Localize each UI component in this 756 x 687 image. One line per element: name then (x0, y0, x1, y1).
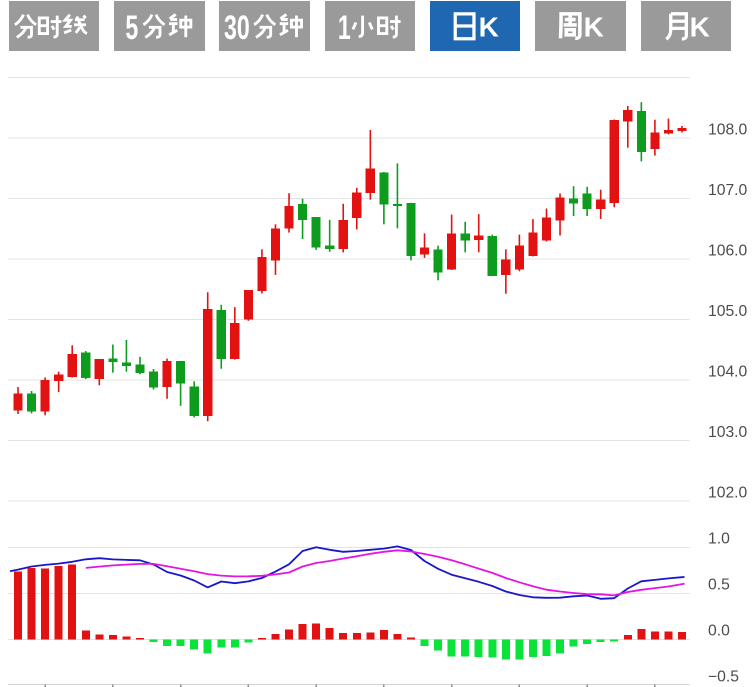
svg-text:30: 30 (224, 10, 250, 47)
svg-text:102.0: 102.0 (708, 484, 748, 501)
svg-text:105.0: 105.0 (708, 303, 748, 320)
svg-text:K: K (584, 12, 604, 43)
svg-text:104.0: 104.0 (708, 363, 748, 380)
svg-text:5: 5 (125, 10, 138, 47)
svg-text:−0.5: −0.5 (708, 669, 739, 686)
svg-text:108.0: 108.0 (708, 121, 748, 138)
svg-text:106.0: 106.0 (708, 242, 748, 259)
svg-text:0.0: 0.0 (708, 623, 730, 640)
svg-text:1.0: 1.0 (708, 531, 730, 548)
svg-text:107.0: 107.0 (708, 182, 748, 199)
svg-text:K: K (479, 12, 499, 43)
svg-text:0.5: 0.5 (708, 577, 730, 594)
svg-text:103.0: 103.0 (708, 424, 748, 441)
svg-text:K: K (689, 12, 709, 43)
svg-text:1: 1 (337, 10, 350, 47)
